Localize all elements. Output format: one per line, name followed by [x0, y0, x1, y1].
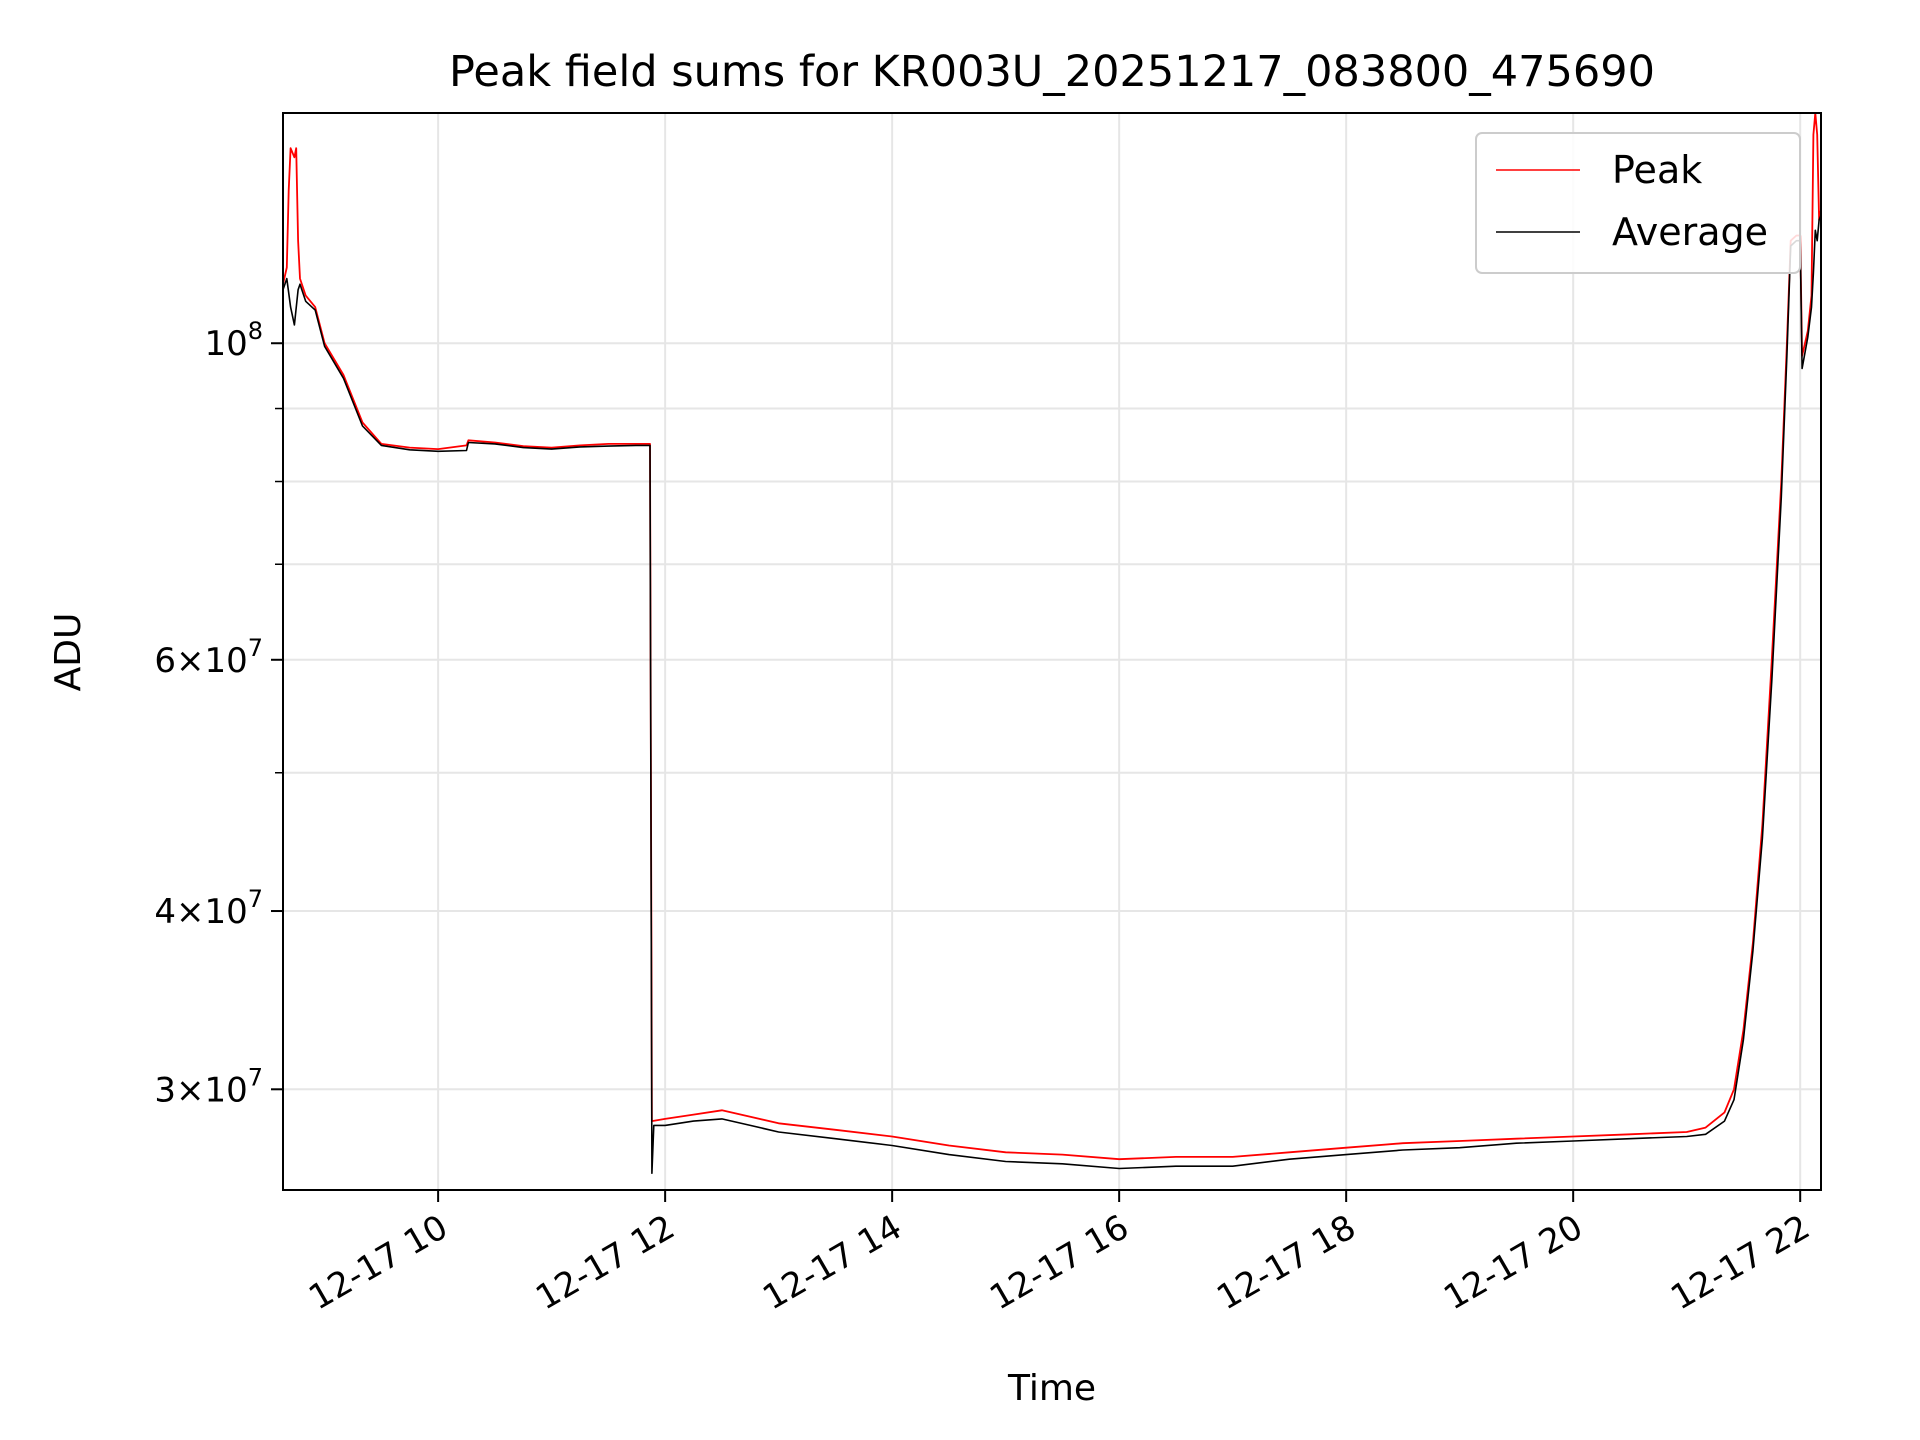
- series-line-average: [282, 214, 1822, 1174]
- y-tick-label-base: 3×10: [154, 1070, 247, 1110]
- grid: [283, 113, 1821, 1190]
- y-tick-label: 6×107: [154, 634, 263, 681]
- series-layer: [282, 112, 1822, 1174]
- y-tick-label: 4×107: [154, 885, 263, 932]
- y-tick-label: 108: [204, 317, 263, 364]
- y-tick-label-base: 6×10: [154, 641, 247, 681]
- y-axis-label: ADU: [48, 613, 89, 692]
- y-tick-label-exponent: 8: [248, 317, 263, 345]
- y-tick-label-base: 4×10: [154, 892, 247, 932]
- x-axis-label: Time: [1007, 1368, 1096, 1409]
- legend: Peak Average: [1475, 132, 1801, 274]
- y-tick-label-base: 10: [204, 324, 247, 364]
- legend-label-peak: Peak: [1612, 148, 1702, 192]
- y-tick-label-exponent: 7: [248, 634, 263, 662]
- chart-title: Peak field sums for KR003U_20251217_0838…: [449, 47, 1655, 97]
- y-tick-label: 3×107: [154, 1063, 263, 1110]
- y-tick-label-exponent: 7: [248, 885, 263, 913]
- legend-label-average: Average: [1612, 210, 1768, 254]
- plot-frame: [282, 112, 1822, 1191]
- legend-box: [1475, 132, 1801, 274]
- y-tick-label-exponent: 7: [248, 1063, 263, 1091]
